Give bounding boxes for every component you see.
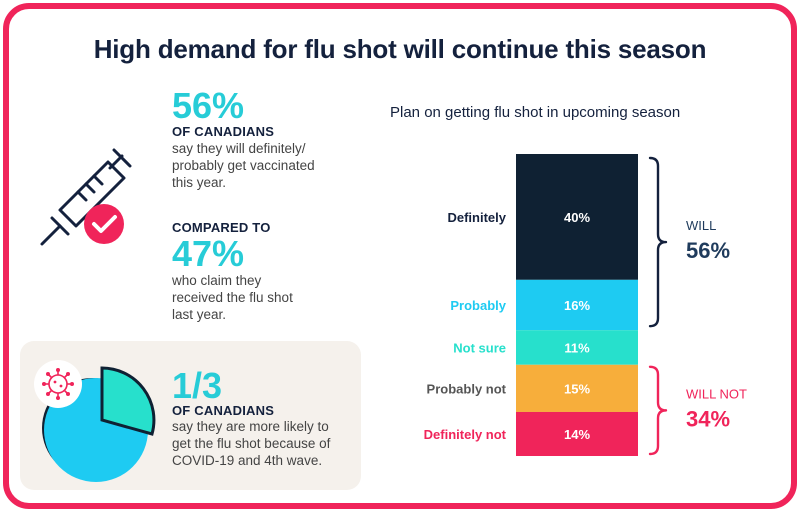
data-label-probably-not: 15% (564, 381, 590, 396)
stat-56-percent: 56% (172, 85, 245, 126)
stat-caption-canadians-2: OF CANADIANS (172, 403, 275, 418)
stat-description-2: who claim they received the flu shot las… (172, 273, 293, 322)
category-label-definitely: Definitely (447, 210, 506, 225)
stat-description-1: say they will definitely/ probably get v… (172, 141, 315, 190)
category-label-probably: Probably (450, 298, 506, 313)
group-will-not-value: 34% (686, 406, 730, 431)
category-label-probably-not: Probably not (427, 381, 507, 396)
stat-description-3: say they are more likely to get the flu … (172, 419, 331, 468)
category-label-definitely-not: Definitely not (424, 427, 507, 442)
bar-segment-not-sure (516, 330, 638, 365)
will-brace (648, 156, 668, 328)
virus-pie-icon (34, 360, 156, 482)
will-not-brace (648, 365, 668, 456)
chart-title: Plan on getting flu shot in upcoming sea… (390, 104, 681, 121)
stat-caption-canadians: OF CANADIANS (172, 124, 275, 139)
bar-segment-probably (516, 279, 638, 331)
bar-segment-probably-not (516, 364, 638, 412)
group-will-label: WILL (686, 218, 716, 233)
data-label-definitely-not: 14% (564, 427, 590, 442)
page-title: High demand for flu shot will continue t… (93, 34, 707, 64)
data-label-probably: 16% (564, 298, 590, 313)
stat-47-percent: 47% (172, 233, 245, 274)
bar-segment-definitely (516, 154, 638, 280)
category-label-not-sure: Not sure (453, 340, 506, 355)
data-label-not-sure: 11% (564, 340, 590, 355)
data-label-definitely: 40% (564, 210, 590, 225)
bar-segment-definitely-not (516, 411, 638, 456)
stat-one-third: 1/3 (172, 365, 223, 406)
group-will-not-label: WILL NOT (686, 386, 747, 401)
group-will-value: 56% (686, 238, 730, 263)
stat-caption-compared: COMPARED TO (172, 220, 271, 235)
syringe-check-icon (40, 148, 132, 246)
